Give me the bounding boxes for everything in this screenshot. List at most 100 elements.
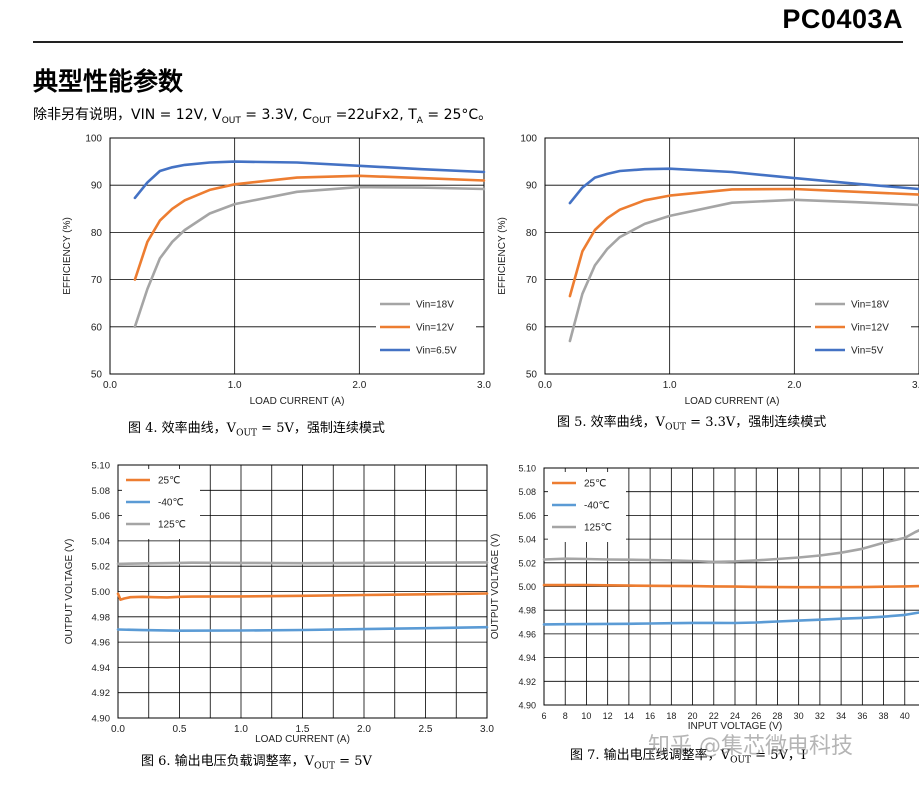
- y-tick-label: 5.00: [92, 587, 111, 598]
- caption-fig6-prefix: 图 6. 输出电压负载调整率，V: [141, 754, 315, 769]
- x-tick-label: 3.0: [912, 380, 919, 391]
- x-tick-label: 0.0: [103, 380, 117, 391]
- x-tick-label: 3.0: [480, 724, 494, 735]
- y-tick-label: 4.98: [518, 606, 536, 616]
- x-tick-label: 0.0: [111, 724, 125, 735]
- y-tick-label: 5.08: [518, 487, 536, 497]
- y-tick-label: 70: [91, 275, 103, 286]
- series-line: [542, 611, 919, 626]
- y-tick-label: 70: [526, 275, 538, 286]
- series-line: [133, 160, 486, 200]
- caption-fig7: 图 7. 输出电压线调整率，VOUT = 5V，I: [570, 744, 806, 766]
- y-tick-label: 80: [526, 228, 538, 239]
- x-tick-label: 18: [666, 711, 676, 721]
- x-tick-label: 0.0: [538, 380, 552, 391]
- x-tick-label: 16: [645, 711, 655, 721]
- y-tick-label: 90: [91, 181, 103, 192]
- x-tick-label: 36: [857, 711, 867, 721]
- y-tick-label: 4.94: [92, 663, 111, 674]
- legend-label: Vin=5V: [851, 346, 884, 357]
- ta-subscript: A: [416, 115, 423, 126]
- y-tick-label: 5.10: [92, 461, 111, 472]
- y-axis-label: OUTPUT VOLTAGE (V): [64, 539, 75, 645]
- caption-fig5: 图 5. 效率曲线，VOUT = 3.3V，强制连续模式: [557, 411, 826, 433]
- caption-fig6-suffix: = 5V: [335, 754, 372, 769]
- legend-label: -40℃: [584, 501, 610, 512]
- y-tick-label: 50: [91, 370, 103, 381]
- line-regulation-chart: 6810121416182022242628303234363840424.90…: [490, 464, 919, 732]
- conditions-prefix: 除非另有说明，VIN = 12V, V: [33, 107, 222, 123]
- series-line: [568, 167, 919, 205]
- series-line: [116, 625, 489, 632]
- caption-fig5-prefix: 图 5. 效率曲线，V: [557, 415, 666, 430]
- series-line: [116, 592, 489, 601]
- x-tick-label: 26: [751, 711, 761, 721]
- x-tick-label: 30: [794, 711, 804, 721]
- y-tick-label: 5.00: [518, 582, 536, 592]
- y-tick-label: 4.90: [92, 714, 111, 725]
- y-tick-label: 80: [91, 228, 103, 239]
- y-axis-label: EFFICIENCY (%): [62, 217, 73, 295]
- y-tick-label: 4.96: [518, 629, 536, 639]
- x-tick-label: 1.5: [296, 724, 310, 735]
- series-line: [568, 198, 919, 343]
- y-tick-label: 100: [520, 134, 537, 145]
- caption-fig4-sub: OUT: [236, 428, 258, 439]
- legend-label: Vin=18V: [851, 300, 889, 311]
- y-tick-label: 5.02: [92, 562, 111, 573]
- series-line: [116, 561, 489, 566]
- x-tick-label: 40: [900, 711, 910, 721]
- caption-fig5-suffix: = 3.3V，强制连续模式: [686, 415, 827, 430]
- ta-value: = 25°C。: [422, 107, 493, 123]
- part-number: PC0403A: [782, 4, 903, 34]
- caption-fig4-prefix: 图 4. 效率曲线，V: [128, 421, 237, 436]
- y-tick-label: 5.04: [92, 536, 111, 547]
- cout-value: =22uFx2, T: [331, 107, 417, 123]
- legend-label: -40℃: [158, 498, 184, 509]
- header-rule: [33, 41, 903, 43]
- series-line: [542, 528, 919, 564]
- legend-label: 125℃: [584, 523, 612, 534]
- y-tick-label: 4.92: [518, 677, 536, 687]
- y-tick-label: 60: [91, 322, 103, 333]
- efficiency-chart-vout-3v3: 0.0 1.0 2.0 3.0 50 60 70 80 90 100 LOAD CURRENT (A…: [497, 134, 919, 407]
- efficiency-chart-vout-5v: 0.0 1.0 2.0 3.0 50 60 70 80 90 100 LOAD CURRENT (A…: [62, 134, 491, 408]
- x-tick-label: 6: [541, 711, 546, 721]
- x-tick-label: 32: [815, 711, 825, 721]
- x-axis-label: LOAD CURRENT (A): [255, 734, 350, 745]
- x-tick-label: 38: [879, 711, 889, 721]
- x-tick-label: 2.0: [357, 724, 371, 735]
- series-line: [133, 174, 486, 281]
- x-axis-label: INPUT VOLTAGE (V): [688, 721, 782, 732]
- y-axis-label: EFFICIENCY (%): [497, 217, 508, 295]
- x-tick-label: 1.0: [663, 380, 677, 391]
- legend-label: Vin=12V: [851, 323, 889, 334]
- y-tick-label: 4.90: [518, 701, 536, 711]
- x-tick-label: 3.0: [477, 380, 491, 391]
- x-tick-label: 12: [603, 711, 613, 721]
- vout-value: = 3.3V, C: [240, 107, 313, 123]
- legend-label: 125℃: [158, 520, 186, 531]
- x-tick-label: 22: [709, 711, 719, 721]
- y-tick-label: 50: [526, 370, 538, 381]
- x-tick-label: 1.0: [228, 380, 242, 391]
- y-tick-label: 5.04: [518, 535, 536, 545]
- load-regulation-chart: 0.0 0.5 1.0 1.5 2.0 2.5 3.0 4.90 4.92 4.94 4.96 4.9…: [64, 461, 494, 746]
- legend-label: Vin=18V: [416, 300, 454, 311]
- x-tick-label: 10: [581, 711, 591, 721]
- caption-fig7-sub: OUT: [730, 755, 752, 766]
- x-tick-label: 2.0: [787, 380, 801, 391]
- y-tick-label: 4.98: [92, 612, 111, 623]
- series-line: [133, 185, 486, 329]
- legend-label: Vin=12V: [416, 323, 454, 334]
- series-line: [568, 187, 919, 298]
- y-tick-label: 5.08: [92, 486, 111, 497]
- x-axis-label: LOAD CURRENT (A): [250, 396, 345, 407]
- caption-fig6-sub: OUT: [314, 761, 336, 772]
- x-tick-label: 24: [730, 711, 740, 721]
- y-tick-label: 4.92: [92, 688, 111, 699]
- caption-fig4-suffix: = 5V，强制连续模式: [257, 421, 385, 436]
- y-tick-label: 5.10: [518, 464, 536, 474]
- watermark: 知乎 @集芯微电科技: [648, 734, 853, 759]
- legend-label: Vin=6.5V: [416, 346, 457, 357]
